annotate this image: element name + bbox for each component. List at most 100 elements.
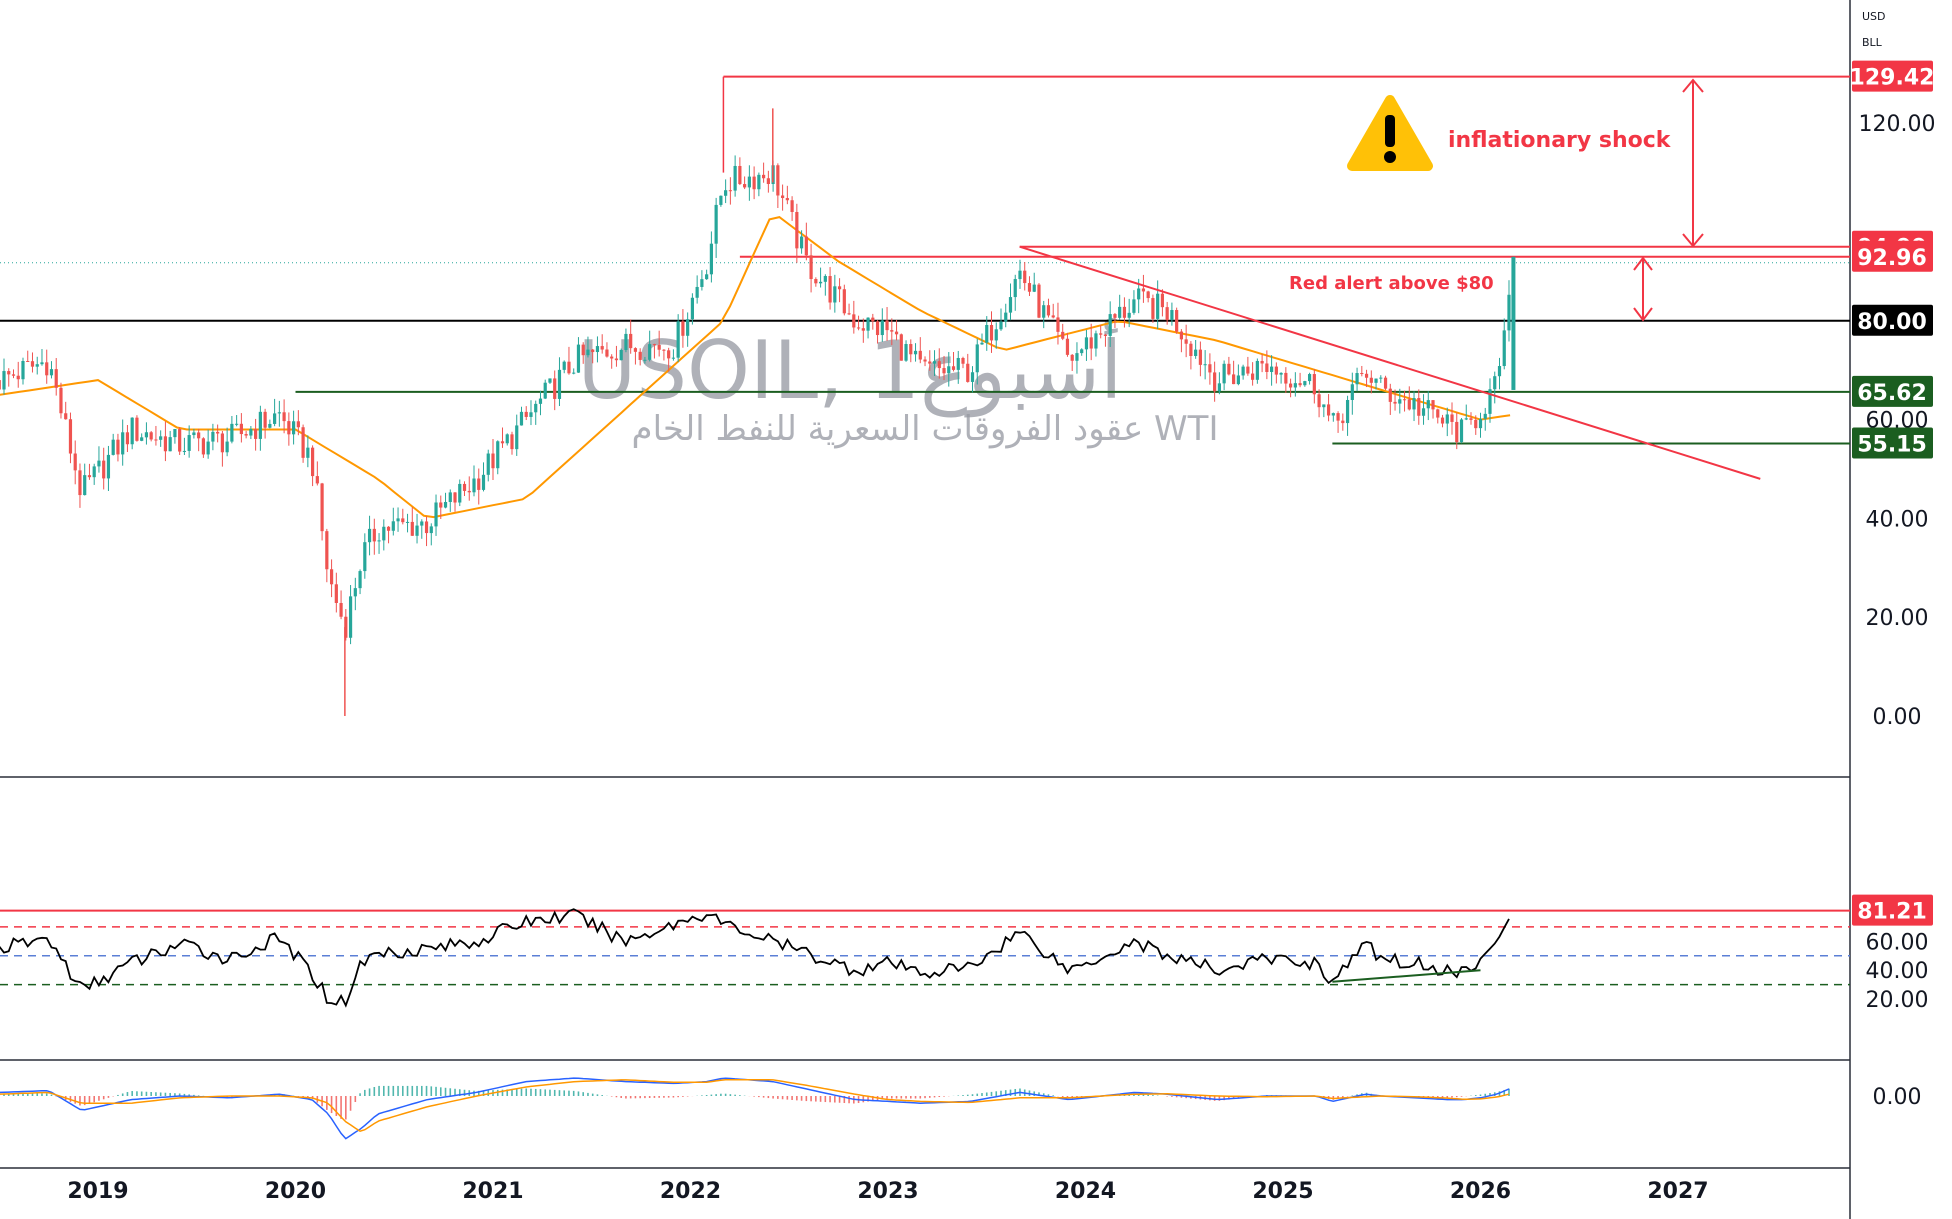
candle-body xyxy=(481,474,486,490)
candle-body xyxy=(1156,293,1160,319)
candle-body xyxy=(1103,334,1108,336)
candle-body xyxy=(795,211,799,249)
candle-body xyxy=(1046,305,1051,316)
candle-body xyxy=(1222,363,1226,384)
candle-body xyxy=(306,447,310,458)
candle-body xyxy=(45,362,49,376)
candle-body xyxy=(54,369,58,388)
candle-body xyxy=(1255,360,1259,380)
candle-body xyxy=(249,429,253,436)
candle-body xyxy=(595,346,600,353)
candle-body xyxy=(828,276,832,303)
y-tick-label: 0.00 xyxy=(1873,705,1922,730)
candle-body xyxy=(73,453,77,471)
candle-body xyxy=(477,478,481,490)
candle-body xyxy=(762,174,766,179)
candle-body xyxy=(467,490,471,493)
candle-body xyxy=(1037,284,1041,318)
candle-body xyxy=(757,174,761,190)
candle-body xyxy=(339,602,343,617)
candle-body xyxy=(1251,373,1255,380)
candle-body xyxy=(187,435,191,451)
candle-body xyxy=(880,320,884,336)
candle-body xyxy=(87,475,92,478)
candle-body xyxy=(814,279,818,284)
candle-body xyxy=(353,588,357,597)
candle-body xyxy=(92,466,96,478)
candle-body xyxy=(1132,299,1136,313)
candle-body xyxy=(1369,377,1373,383)
candle-body xyxy=(429,526,433,534)
rsi-tag xyxy=(1852,894,1933,926)
rsi-tick-label: 60.00 xyxy=(1866,930,1929,955)
candle-body xyxy=(614,358,619,361)
candle-body xyxy=(277,412,281,414)
candle-body xyxy=(519,411,524,426)
candle-body xyxy=(524,411,528,417)
candle-body xyxy=(1402,399,1407,401)
candle-body xyxy=(572,372,576,374)
candle-body xyxy=(367,528,372,543)
rsi-tick-label: 20.00 xyxy=(1866,988,1929,1013)
candle-body xyxy=(258,411,262,439)
candle-body xyxy=(714,204,718,244)
candle-body xyxy=(154,439,158,441)
candle-body xyxy=(1474,419,1478,429)
candle-body xyxy=(0,380,1,390)
candle-body xyxy=(890,330,894,332)
candle-body xyxy=(1507,294,1511,331)
candle-body xyxy=(567,361,571,374)
candle-body xyxy=(1122,306,1127,318)
candle-body xyxy=(1431,400,1435,410)
candle-body xyxy=(1350,384,1354,400)
candle-body xyxy=(856,327,861,329)
candle-body xyxy=(928,361,932,364)
candle-body xyxy=(1194,349,1198,357)
rsi-line xyxy=(0,908,1510,1008)
candle-body xyxy=(1355,373,1359,385)
candle-body xyxy=(1175,310,1179,332)
candle-body xyxy=(1412,398,1416,410)
x-tick-label: 2026 xyxy=(1450,1179,1511,1204)
price-tag xyxy=(1852,375,1933,407)
candle-body xyxy=(605,349,609,357)
candle-body xyxy=(1208,364,1212,373)
candle-body xyxy=(64,413,68,420)
candle-body xyxy=(405,521,410,523)
candle-body xyxy=(363,542,367,572)
candle-body xyxy=(543,382,547,399)
candle-body xyxy=(135,417,139,441)
candle-body xyxy=(21,360,25,380)
candle-body xyxy=(292,421,296,435)
candle-body xyxy=(1227,363,1231,375)
candle-body xyxy=(909,344,913,355)
candle-body xyxy=(1165,307,1169,321)
candle-body xyxy=(106,454,111,479)
candle-body xyxy=(168,437,172,452)
candle-body xyxy=(1241,366,1245,376)
candle-body xyxy=(16,375,20,380)
candle-body xyxy=(1493,376,1497,390)
candle-body xyxy=(1270,366,1274,373)
candle-body xyxy=(690,297,694,320)
x-tick-label: 2021 xyxy=(462,1179,523,1204)
candle-body xyxy=(970,372,975,382)
candle-body xyxy=(738,165,742,185)
candle-body xyxy=(1374,378,1378,383)
candle-body xyxy=(1265,363,1269,373)
candle-body xyxy=(781,195,785,199)
candle-body xyxy=(410,521,414,536)
candle-body xyxy=(59,387,63,414)
candle-body xyxy=(1023,270,1027,284)
candle-body xyxy=(500,441,505,444)
candle-body xyxy=(159,436,163,440)
candle-body xyxy=(491,453,495,469)
candle-body xyxy=(377,540,381,542)
candle-body xyxy=(833,286,837,303)
candle-body xyxy=(785,198,789,201)
candle-body xyxy=(1307,374,1312,382)
candle-body xyxy=(1469,418,1473,420)
candle-body xyxy=(1317,394,1321,408)
y-tick-label: 40.00 xyxy=(1866,507,1929,532)
candle-body xyxy=(97,460,101,467)
